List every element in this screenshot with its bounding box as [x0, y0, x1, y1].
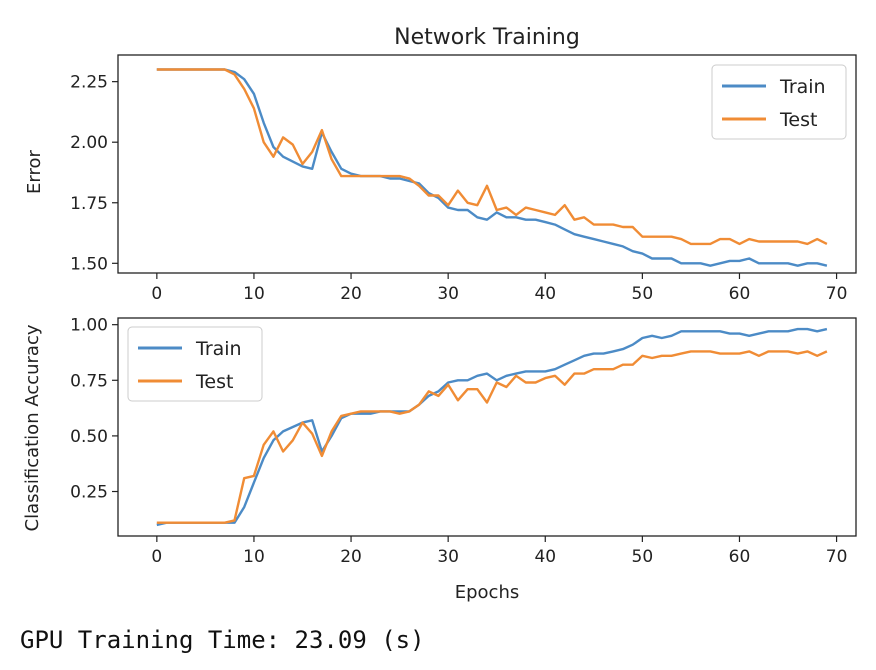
error-legend-test-label: Test: [779, 109, 817, 131]
error-y-axis-label: Error: [24, 149, 45, 193]
error-legend: Train Test: [711, 64, 847, 140]
accuracy-legend-box: [127, 326, 263, 402]
accuracy-lines: [156, 327, 828, 527]
accuracy-y-axis-label: Classification Accuracy: [22, 324, 43, 531]
accuracy-y-tick-label: 0.75: [70, 371, 108, 391]
error-legend-train-label: Train: [779, 76, 826, 98]
accuracy-x-ticks: 0 10 20 30 40 50 60 70: [151, 536, 847, 567]
error-train-line: [156, 68, 828, 267]
accuracy-x-tick-label: 0: [151, 547, 162, 567]
accuracy-x-tick-label: 20: [340, 547, 362, 567]
accuracy-legend: Train Test: [127, 326, 263, 402]
error-y-tick-label: 2.00: [70, 133, 108, 153]
accuracy-legend-test-label: Test: [195, 371, 233, 393]
error-x-tick-label: 60: [729, 284, 751, 304]
training-figure: Network Training 0 10 20 30 40 50 60 70 1.50 1.7…: [22, 25, 857, 603]
error-y-tick-label: 1.75: [70, 194, 108, 214]
error-x-ticks: 0 10 20 30 40 50 60 70: [151, 273, 847, 304]
accuracy-x-axis-label: Epochs: [455, 582, 520, 603]
accuracy-y-tick-label: 1.00: [70, 316, 108, 336]
error-x-tick-label: 70: [826, 284, 848, 304]
error-test-line: [156, 68, 828, 246]
accuracy-x-tick-label: 40: [534, 547, 556, 567]
error-y-tick-label: 2.25: [70, 73, 108, 93]
error-x-tick-label: 20: [340, 284, 362, 304]
accuracy-subplot: 0 10 20 30 40 50 60 70 0.25 0.50 0.75 1.00 Classif…: [22, 316, 857, 603]
error-x-tick-label: 30: [437, 284, 459, 304]
error-x-tick-label: 50: [632, 284, 654, 304]
accuracy-x-tick-label: 50: [632, 547, 654, 567]
figure-title: Network Training: [394, 25, 580, 50]
gpu-training-time-output: GPU Training Time: 23.09 (s): [20, 626, 425, 654]
error-subplot: 0 10 20 30 40 50 60 70 1.50 1.75 2.00 2.25 Error T…: [24, 54, 857, 304]
accuracy-legend-train-label: Train: [195, 338, 242, 360]
accuracy-x-tick-label: 30: [437, 547, 459, 567]
error-legend-box: [711, 64, 847, 140]
error-x-tick-label: 0: [151, 284, 162, 304]
accuracy-x-tick-label: 70: [826, 547, 848, 567]
error-lines: [156, 68, 828, 267]
accuracy-y-ticks: 0.25 0.50 0.75 1.00: [70, 316, 118, 503]
error-y-tick-label: 1.50: [70, 254, 108, 274]
accuracy-y-tick-label: 0.50: [70, 427, 108, 447]
error-x-tick-label: 40: [534, 284, 556, 304]
accuracy-x-tick-label: 60: [729, 547, 751, 567]
error-y-ticks: 1.50 1.75 2.00 2.25: [70, 73, 118, 274]
accuracy-train-line: [156, 327, 828, 527]
error-x-tick-label: 10: [243, 284, 265, 304]
accuracy-x-tick-label: 10: [243, 547, 265, 567]
accuracy-test-line: [156, 350, 828, 524]
accuracy-y-tick-label: 0.25: [70, 483, 108, 503]
